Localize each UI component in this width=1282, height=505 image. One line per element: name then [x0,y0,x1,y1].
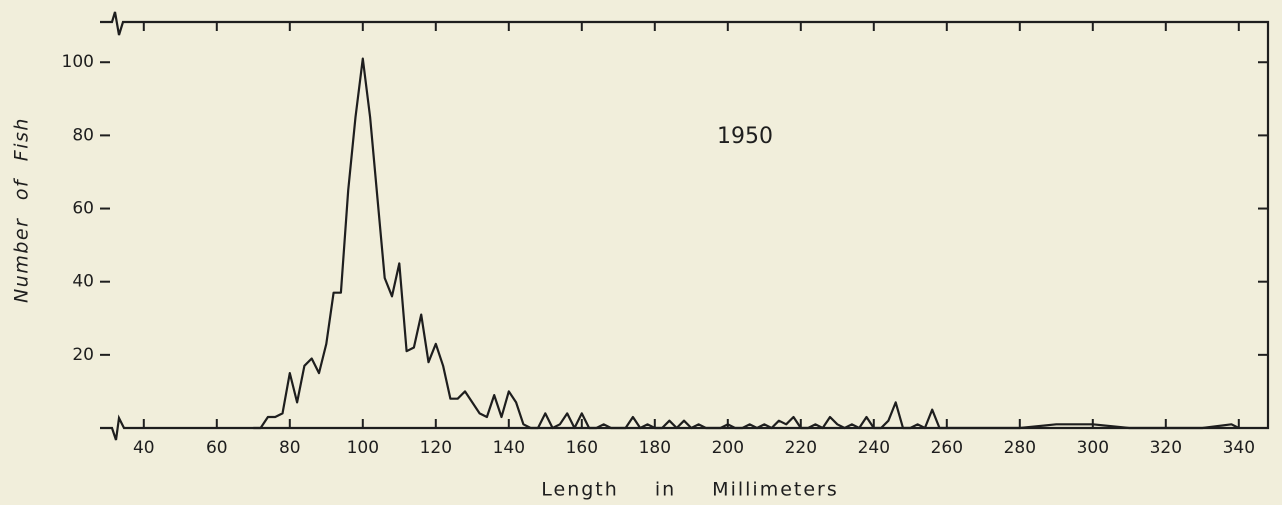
y-axis-label: Number of Fish [11,117,33,303]
x-tick-label: 80 [279,438,301,458]
x-tick-label: 280 [1004,438,1036,458]
x-tick-label: 120 [420,438,452,458]
y-tick-label: 80 [72,125,94,145]
x-tick-label: 260 [931,438,963,458]
x-tick-label: 220 [785,438,817,458]
annotation: 1950 [717,124,773,149]
x-tick-label: 40 [133,438,155,458]
y-tick-label: 60 [72,199,94,219]
x-tick-label: 200 [712,438,744,458]
plot-frame [100,11,1270,441]
x-tick-label: 60 [206,438,228,458]
x-tick-label: 300 [1077,438,1109,458]
y-tick-label: 40 [72,272,94,292]
x-tick-label: 340 [1223,438,1255,458]
data-line [253,57,1240,430]
x-tick-label: 240 [858,438,890,458]
x-axis-label: Length in Millimeters [541,479,839,501]
x-tick-label: 140 [493,438,525,458]
x-tick-label: 100 [347,438,379,458]
x-tick-label: 160 [566,438,598,458]
y-tick-label: 100 [62,52,94,72]
x-tick-label: 320 [1150,438,1182,458]
x-tick-label: 180 [639,438,671,458]
y-tick-label: 20 [72,345,94,365]
